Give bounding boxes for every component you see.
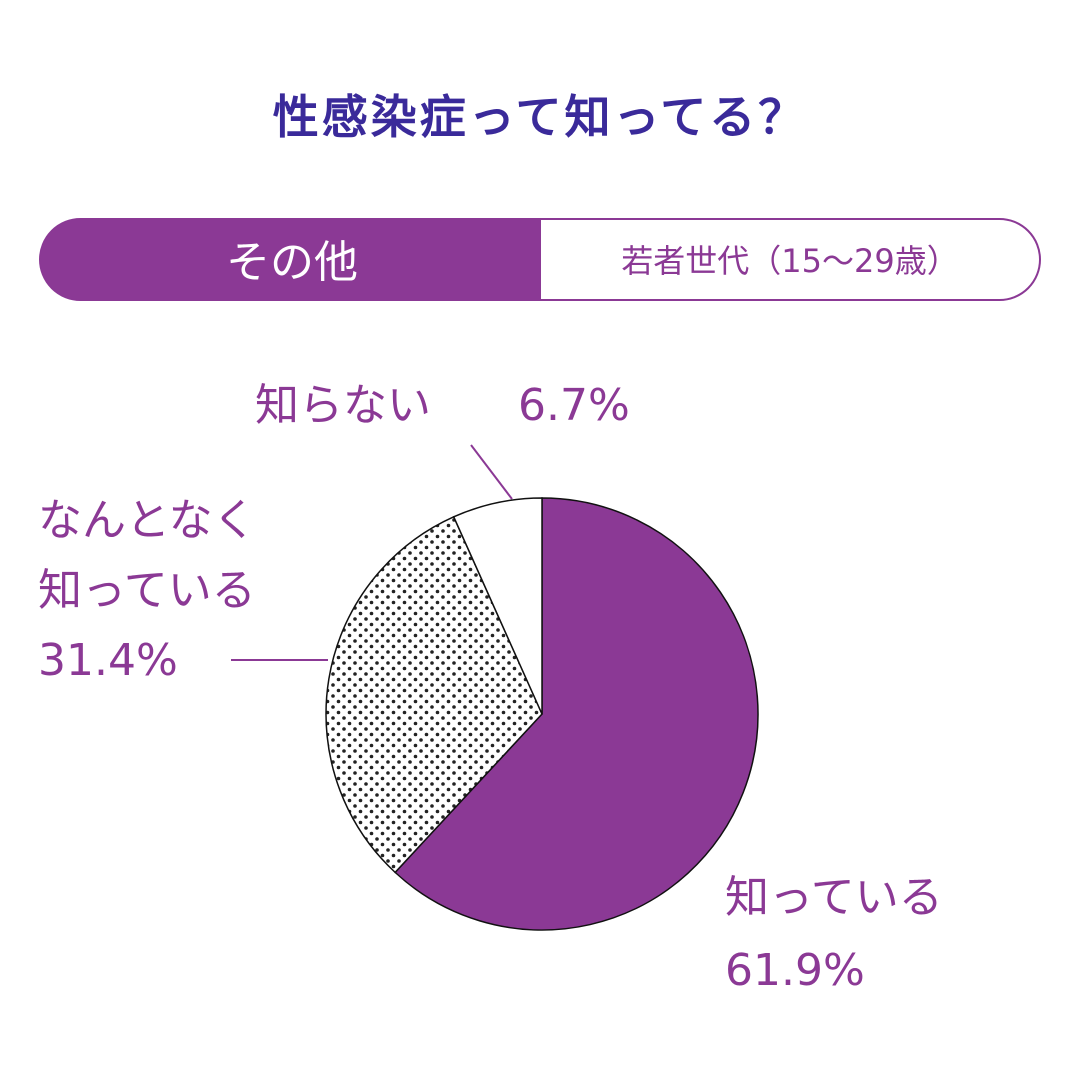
slice-label-shiranai: 知らない <box>255 380 431 431</box>
tab-other-background[interactable] <box>40 219 541 300</box>
leader-line-shiranai <box>470 444 513 500</box>
slice-label-shiranai-text: 知らない <box>255 380 431 431</box>
slice-value-nantonaku: 31.4% <box>38 635 178 686</box>
page-title: 性感染症って知ってる？ <box>273 90 807 144</box>
tab-youth[interactable]: 若者世代（15～29歳） <box>621 242 958 280</box>
tab-other[interactable]: その他 <box>226 237 358 288</box>
slice-label-nantonaku-line2: 知っている <box>38 565 256 616</box>
slice-value-shitteiru: 61.9% <box>725 945 865 996</box>
pie-slice-shiranai <box>452 497 543 715</box>
pie-slice-shitteiru <box>394 497 759 931</box>
slice-value-shiranai: 6.7% <box>518 380 630 431</box>
slice-label-nantonaku-line1: なんとなく <box>38 495 257 546</box>
slice-label-shitteiru: 知っている <box>725 872 943 923</box>
pie-chart <box>325 497 759 931</box>
pie-slice-nantonaku <box>325 515 543 874</box>
category-tab-bar: その他 若者世代（15～29歳） <box>39 218 1041 301</box>
